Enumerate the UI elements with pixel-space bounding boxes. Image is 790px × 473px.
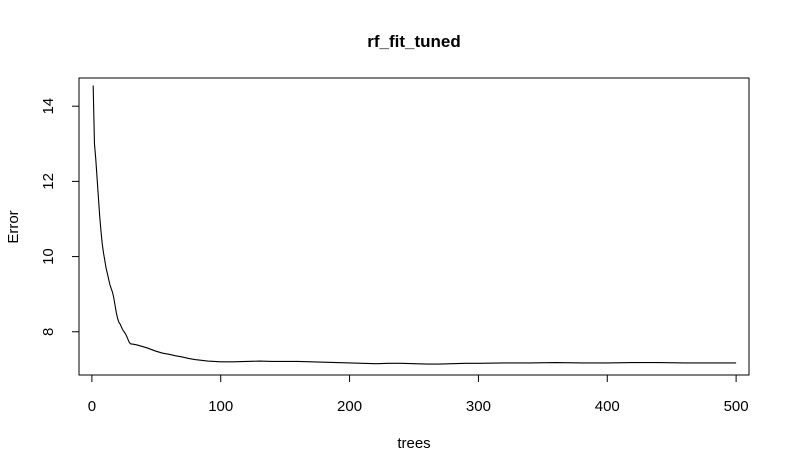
- y-tick-label: 14: [40, 98, 57, 115]
- y-tick-label: 12: [40, 173, 57, 190]
- y-tick-label: 10: [40, 248, 57, 265]
- x-tick-label: 300: [466, 398, 491, 415]
- x-axis-label: trees: [397, 435, 430, 452]
- error-series-line: [92, 85, 737, 365]
- x-tick-label: 400: [595, 398, 620, 415]
- x-axis: 0 100 200 300 400 500: [88, 374, 749, 415]
- y-axis: 8 10 12 14: [40, 98, 80, 336]
- plot-area-frame: [78, 77, 750, 376]
- x-tick-label: 0: [88, 398, 96, 415]
- y-axis-label: Error: [5, 210, 22, 243]
- x-tick-label: 100: [208, 398, 233, 415]
- chart-title: rf_fit_tuned: [367, 32, 461, 51]
- y-tick-label: 8: [40, 328, 57, 336]
- x-tick-label: 500: [724, 398, 749, 415]
- x-tick-label: 200: [337, 398, 362, 415]
